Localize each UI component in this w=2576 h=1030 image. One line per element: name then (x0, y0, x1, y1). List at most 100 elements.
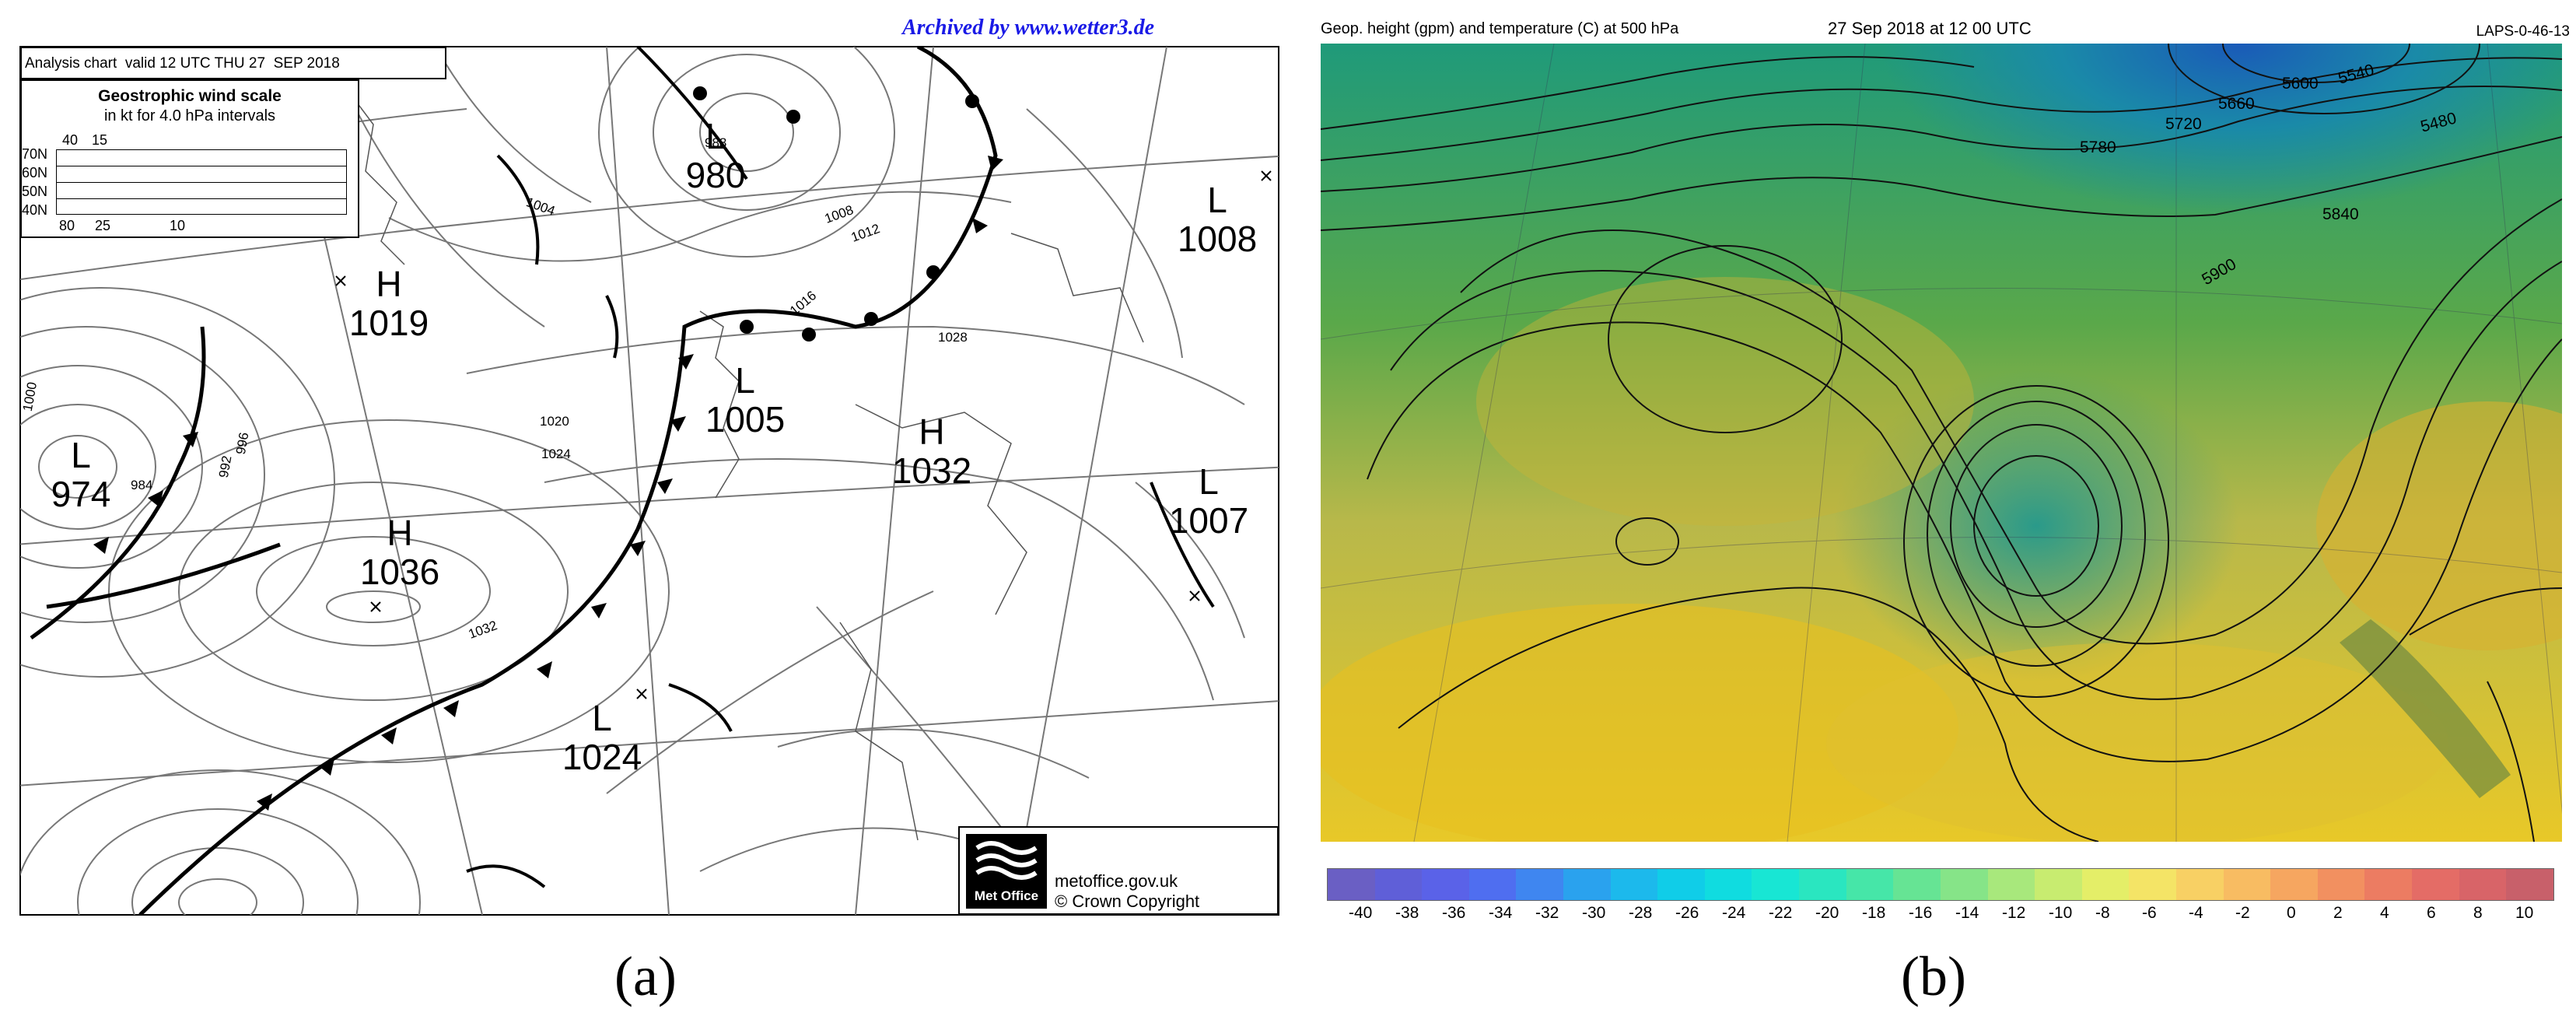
colorbar-label: -8 (2095, 904, 2110, 922)
colorbar-label: -6 (2142, 904, 2157, 922)
caption-b: (b) (1901, 945, 1966, 1007)
pressure-value: 1008 (1177, 219, 1258, 259)
colorbar-label: -36 (1442, 904, 1466, 922)
pressure-type: L (735, 360, 755, 401)
colorbar-swatch (2317, 869, 2365, 900)
colorbar-swatch (1468, 869, 1517, 900)
colorbar-label: 4 (2380, 904, 2389, 922)
colorbar-swatch (2459, 869, 2507, 900)
colorbar-label: 2 (2333, 904, 2343, 922)
pressure-value: 980 (685, 155, 746, 195)
panel-b: Geop. height (gpm) and temperature (C) a… (1314, 0, 2576, 1030)
colorbar-swatch (1374, 869, 1423, 900)
colorbar-label: 0 (2287, 904, 2296, 922)
pressure-center: L 1008 (1171, 180, 1264, 258)
wind-scale-subtitle: in kt for 4.0 hPa intervals (103, 107, 276, 124)
colorbar-label: -28 (1629, 904, 1653, 922)
analysis-header: Analysis chart valid 12 UTC THU 27 SEP 2… (20, 47, 446, 79)
panel-b-title-right: LAPS-0-46-13 (2476, 23, 2570, 40)
wave-logo-icon (975, 841, 1038, 880)
pressure-type: H (376, 264, 402, 304)
colorbar-label: -30 (1582, 904, 1606, 922)
pressure-type: H (919, 412, 945, 452)
pressure-type: L (592, 698, 612, 738)
colorbar-swatch (1799, 869, 1846, 900)
colorbar-swatch (1846, 869, 1894, 900)
colorbar-swatch (1422, 869, 1469, 900)
colorbar-label: -24 (1722, 904, 1746, 922)
pressure-center: L 974 (34, 436, 128, 513)
pressure-value: 1005 (705, 399, 786, 440)
logo-text: Met Office (974, 888, 1039, 903)
credit-box: Met Office metoffice.gov.uk © Crown Copy… (958, 826, 1279, 915)
colorbar-swatch (2129, 869, 2176, 900)
geopotential-map (1321, 44, 2562, 842)
colorbar-swatch (1563, 869, 1611, 900)
caption-a: (a) (614, 945, 677, 1007)
pressure-center: H 1019 (342, 265, 436, 342)
colorbar-label: -22 (1769, 904, 1793, 922)
pressure-center: H 1036 (353, 513, 446, 591)
colorbar (1327, 868, 2554, 901)
wind-scale-tick: 25 (95, 218, 111, 233)
colorbar-swatch (1987, 869, 2035, 900)
colorbar-label: -40 (1349, 904, 1373, 922)
colorbar-label: 8 (2473, 904, 2483, 922)
colorbar-swatch (1328, 869, 1375, 900)
colorbar-label: -18 (1862, 904, 1886, 922)
colorbar-swatch (1610, 869, 1658, 900)
pressure-type: H (387, 513, 413, 553)
analysis-header-text: Analysis chart valid 12 UTC THU 27 SEP 2… (25, 55, 340, 72)
contour-label: 5660 (2218, 95, 2255, 113)
colorbar-swatch (2035, 869, 2082, 900)
colorbar-label: -32 (1535, 904, 1559, 922)
wind-scale-grid (56, 149, 347, 215)
colorbar-swatch (2175, 869, 2224, 900)
pressure-center: L 1024 (555, 699, 649, 776)
pressure-type: L (1207, 180, 1227, 220)
contour-label: 5840 (2322, 205, 2359, 223)
colorbar-label: -14 (1955, 904, 1979, 922)
panel-b-title-center: 27 Sep 2018 at 12 00 UTC (1828, 19, 2032, 38)
colorbar-label: -34 (1489, 904, 1513, 922)
colorbar-swatch (1516, 869, 1564, 900)
wind-scale-box: Geostrophic wind scale in kt for 4.0 hPa… (20, 79, 359, 238)
met-office-logo: Met Office (966, 834, 1047, 909)
pressure-type: L (1199, 461, 1219, 502)
pressure-value: 1036 (359, 552, 440, 592)
colorbar-label: -2 (2235, 904, 2250, 922)
colorbar-swatch (2364, 869, 2413, 900)
colorbar-labels: -40 -38 -36 -34 -32 -30 -28 -26 -24 -22 … (1349, 904, 2534, 927)
colorbar-swatch (1893, 869, 1941, 900)
colorbar-label: 6 (2427, 904, 2436, 922)
pressure-center: H 1032 (885, 412, 978, 490)
pressure-value: 1019 (348, 303, 429, 343)
wind-scale-lat: 60N (22, 165, 48, 180)
isobar-label: 1028 (938, 330, 968, 345)
pressure-type: L (71, 435, 91, 475)
colorbar-swatch (2081, 869, 2130, 900)
colorbar-swatch (1752, 869, 1800, 900)
colorbar-label: -26 (1675, 904, 1699, 922)
pressure-center: L 1007 (1162, 462, 1255, 540)
colorbar-label: 10 (2515, 904, 2534, 922)
pressure-center: L 980 (669, 117, 762, 194)
pressure-center: L 1005 (698, 361, 792, 439)
wind-scale-tick: 10 (170, 218, 186, 233)
colorbar-swatch (2412, 869, 2459, 900)
wind-scale-lat: 70N (22, 146, 48, 162)
isobar-label: 988 (705, 135, 727, 150)
wind-scale-tick: 40 (62, 132, 79, 148)
contour-label: 5720 (2165, 115, 2202, 133)
pressure-value: 1024 (562, 737, 642, 777)
panel-a: Archived by www.wetter3.de (19, 16, 1279, 1007)
colorbar-swatch (2223, 869, 2271, 900)
archive-note: Archived by www.wetter3.de (902, 16, 1155, 40)
colorbar-swatch (1704, 869, 1752, 900)
colorbar-label: -10 (2049, 904, 2073, 922)
wind-scale-lat: 50N (22, 184, 48, 199)
colorbar-swatch (2270, 869, 2318, 900)
colorbar-label: -38 (1395, 904, 1419, 922)
credit-line2: © Crown Copyright (1055, 892, 1200, 911)
colorbar-label: -4 (2189, 904, 2203, 922)
